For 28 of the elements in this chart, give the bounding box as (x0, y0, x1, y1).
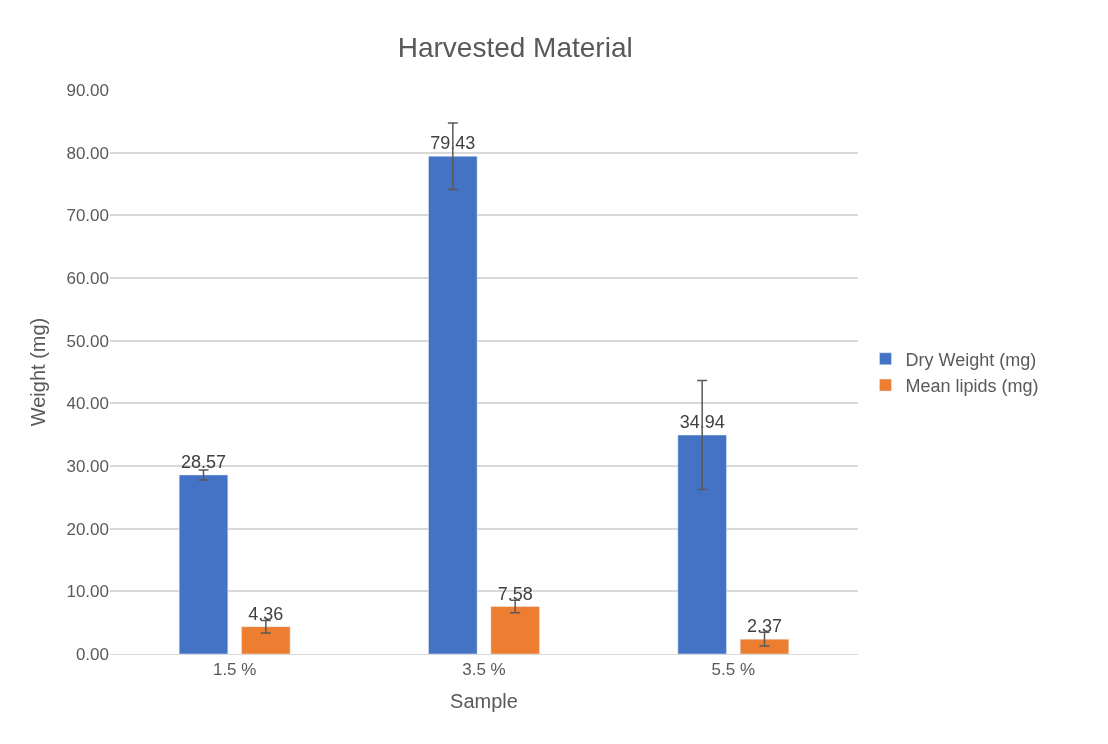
legend-label: Dry Weight (mg) (905, 349, 1037, 370)
y-tick-label: 10.00 (66, 582, 109, 602)
bar (241, 626, 291, 654)
data-label: 28.57 (180, 451, 227, 472)
chart-title: Harvested Material (397, 31, 633, 63)
x-tick-label: 3.5 % (462, 660, 506, 680)
x-axis-title: Sample (450, 689, 518, 712)
y-tick-label: 0.00 (75, 644, 109, 664)
bar (178, 474, 229, 654)
bar (490, 606, 540, 654)
y-tick-label: 60.00 (66, 268, 109, 288)
y-tick-label: 70.00 (66, 206, 109, 226)
x-tick-label: 1.5 % (212, 660, 257, 680)
bar (428, 155, 478, 654)
legend-label: Mean lipids (mg) (905, 376, 1039, 397)
y-tick-label: 30.00 (66, 456, 109, 476)
y-tick-label: 80.00 (66, 143, 109, 163)
data-label: 7.58 (497, 583, 533, 604)
x-tick-label: 5.5 % (711, 660, 756, 680)
y-tick-label: 50.00 (66, 331, 109, 351)
bar (677, 434, 727, 654)
data-label: 4.36 (248, 603, 284, 624)
y-tick-label: 40.00 (66, 394, 109, 414)
y-axis-title: Weight (mg) (26, 317, 49, 427)
data-label: 2.37 (746, 616, 783, 637)
y-tick-label: 90.00 (66, 80, 109, 100)
y-tick-label: 20.00 (66, 519, 109, 539)
bar (739, 638, 790, 654)
